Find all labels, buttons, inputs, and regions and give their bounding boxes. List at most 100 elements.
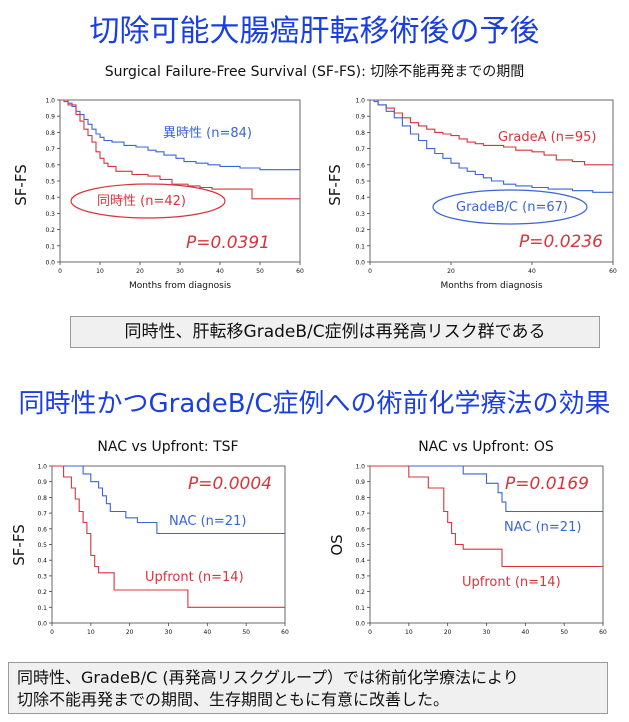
km-curve-2 <box>370 465 603 568</box>
series-label-1: NAC (n=21) <box>169 514 246 529</box>
x-tick-label: 60 <box>281 629 289 636</box>
y-tick-label: 0.1 <box>37 605 47 612</box>
km-curve-1 <box>370 465 603 513</box>
y-tick-label: 0.9 <box>355 114 365 121</box>
series-label-2: GradeB/C (n=67) <box>456 200 568 215</box>
x-tick-label: 30 <box>165 629 173 636</box>
y-tick-label: 0.1 <box>355 243 365 250</box>
km-chart-nac-os: NAC vs Upfront: OS 0.0 0.1 0.2 0.3 0.4 0.5 0.6 0… <box>328 439 607 636</box>
x-tick-label: 10 <box>405 629 413 636</box>
y-tick-label: 0.4 <box>37 558 47 565</box>
km-curve-1 <box>60 99 300 171</box>
y-tick-label: 0.1 <box>45 243 55 250</box>
y-tick-label: 0.3 <box>355 211 365 218</box>
y-axis-label: SF-FS <box>12 164 30 205</box>
y-tick-label: 0.5 <box>355 179 365 186</box>
y-tick-label: 0.0 <box>45 260 55 267</box>
series-label-2: Upfront (n=14) <box>145 570 244 585</box>
y-tick-label: 0.7 <box>355 511 365 518</box>
y-tick-label: 1.0 <box>355 464 365 471</box>
y-tick-label: 0.3 <box>355 573 365 580</box>
km-curve-2 <box>370 99 613 193</box>
p-value: P=0.0004 <box>188 474 272 494</box>
y-tick-label: 0.8 <box>45 130 55 137</box>
chart-title: NAC vs Upfront: OS <box>418 439 554 455</box>
y-tick-label: 0.8 <box>355 495 365 502</box>
x-tick-label: 50 <box>256 268 264 275</box>
y-tick-label: 0.6 <box>355 162 365 169</box>
km-curve-2 <box>52 465 285 608</box>
y-tick-label: 0.7 <box>355 146 365 153</box>
y-tick-label: 0.1 <box>355 605 365 612</box>
y-tick-label: 0.4 <box>45 195 55 202</box>
series-label-1: NAC (n=21) <box>504 520 581 535</box>
x-tick-label: 40 <box>204 629 212 636</box>
x-tick-label: 20 <box>126 629 134 636</box>
y-tick-label: 0.2 <box>37 589 47 596</box>
x-tick-label: 60 <box>609 268 617 275</box>
p-value: P=0.0169 <box>505 474 589 494</box>
y-axis-label: SF-FS <box>326 164 344 205</box>
x-axis-label: Months from diagnosis <box>440 281 542 291</box>
x-tick-label: 40 <box>216 268 224 275</box>
y-tick-label: 0.0 <box>355 260 365 267</box>
section-title: 同時性かつGradeB/C症例への術前化学療法の効果 <box>18 389 611 419</box>
highlight-ellipse <box>70 183 226 219</box>
note-conclusion-line2: 切除不能再発までの期間、生存期間ともに有意に改善した。 <box>17 690 450 709</box>
main-subtitle: Surgical Failure-Free Survival (SF-FS): … <box>104 64 525 80</box>
y-tick-label: 0.6 <box>37 526 47 533</box>
y-tick-label: 0.9 <box>37 479 47 486</box>
x-tick-label: 40 <box>528 268 536 275</box>
x-tick-label: 60 <box>599 629 607 636</box>
y-tick-label: 0.8 <box>37 495 47 502</box>
x-axis-label: Months from diagnosis <box>129 281 231 291</box>
series-label-1: 異時性 (n=84) <box>163 126 252 141</box>
x-tick-label: 50 <box>560 629 568 636</box>
x-tick-label: 60 <box>296 268 304 275</box>
y-tick-label: 0.8 <box>355 130 365 137</box>
chart-title: NAC vs Upfront: TSF <box>97 439 238 455</box>
series-label-1: GradeA (n=95) <box>498 130 596 145</box>
x-tick-label: 0 <box>368 268 372 275</box>
y-tick-label: 0.5 <box>37 542 47 549</box>
y-tick-label: 0.9 <box>45 114 55 121</box>
y-tick-label: 0.2 <box>45 227 55 234</box>
y-tick-label: 0.9 <box>355 479 365 486</box>
y-tick-label: 0.5 <box>355 542 365 549</box>
x-tick-label: 20 <box>444 629 452 636</box>
x-tick-label: 0 <box>50 629 54 636</box>
y-tick-label: 0.5 <box>45 179 55 186</box>
y-tick-label: 0.7 <box>37 511 47 518</box>
highlight-ellipse <box>432 189 588 225</box>
y-tick-label: 0.3 <box>37 573 47 580</box>
y-tick-label: 0.0 <box>37 621 47 628</box>
y-tick-label: 1.0 <box>37 464 47 471</box>
km-chart-synchronous-vs-metachronous: 0.0 0.1 0.2 0.3 0.4 0.5 0.6 0.7 0.8 0.9 1.0 0 10 20 30… <box>12 98 304 292</box>
y-tick-label: 1.0 <box>45 98 55 105</box>
y-tick-label: 1.0 <box>355 98 365 105</box>
x-tick-label: 0 <box>368 629 372 636</box>
km-curve-2 <box>60 99 300 200</box>
y-tick-label: 0.2 <box>355 589 365 596</box>
p-value: P=0.0391 <box>186 233 270 253</box>
y-tick-label: 0.7 <box>45 146 55 153</box>
x-tick-label: 30 <box>176 268 184 275</box>
series-label-2: Upfront (n=14) <box>462 575 561 590</box>
y-tick-label: 0.0 <box>355 621 365 628</box>
x-tick-label: 40 <box>522 629 530 636</box>
main-title: 切除可能大腸癌肝転移術後の予後 <box>89 14 540 49</box>
series-label-2: 同時性 (n=42) <box>97 194 186 209</box>
x-tick-label: 30 <box>483 629 491 636</box>
km-chart-grade: 0.0 0.1 0.2 0.3 0.4 0.5 0.6 0.7 0.8 0.9 1.0 0 20 40 60… <box>326 98 617 292</box>
x-tick-label: 50 <box>242 629 250 636</box>
km-curve-1 <box>52 465 285 535</box>
p-value: P=0.0236 <box>519 232 603 252</box>
x-tick-label: 20 <box>136 268 144 275</box>
note-conclusion: 同時性、GradeB/C (再発高リスクグループ）では術前化学療法により 切除不… <box>8 662 608 714</box>
x-tick-label: 0 <box>58 268 62 275</box>
note-conclusion-line1: 同時性、GradeB/C (再発高リスクグループ）では術前化学療法により <box>17 668 519 687</box>
km-chart-nac-tsf: NAC vs Upfront: TSF 0.0 0.1 0.2 0.3 0.4 0.5 0.6… <box>10 439 289 636</box>
y-tick-label: 0.4 <box>355 558 365 565</box>
x-tick-label: 20 <box>447 268 455 275</box>
